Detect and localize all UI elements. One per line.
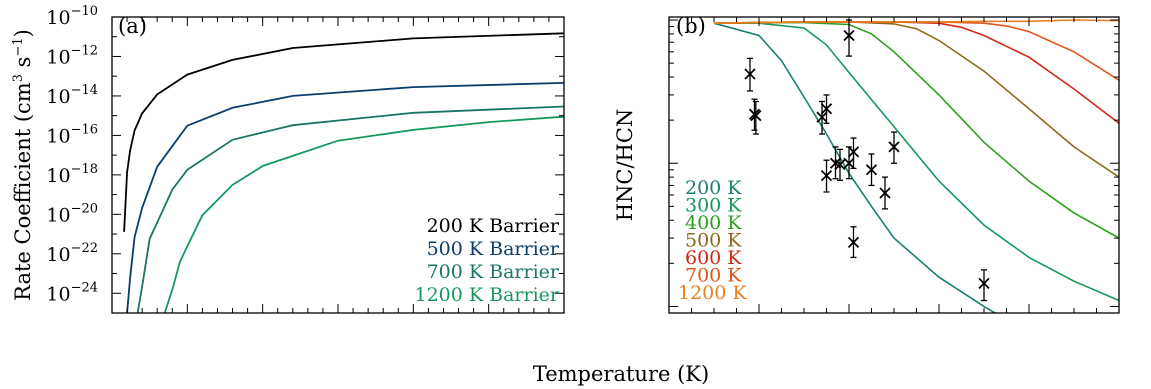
marker-cross-b bbox=[847, 146, 860, 158]
observation-point bbox=[888, 131, 900, 164]
observation-point bbox=[847, 137, 860, 170]
legend-entry-b-300k: 300 K bbox=[685, 195, 742, 217]
marker-cross-b bbox=[820, 103, 833, 115]
y-tick-label-a: 10−22 bbox=[46, 241, 98, 266]
marker-cross-b bbox=[843, 29, 855, 42]
observation-point bbox=[843, 19, 855, 57]
marker-cross-b bbox=[888, 141, 900, 153]
observation-point bbox=[820, 94, 833, 124]
y-tick-exponent: −14 bbox=[71, 83, 98, 98]
legend-entry-b-400k: 400 K bbox=[685, 212, 742, 234]
marker-cross-b bbox=[843, 157, 855, 169]
observation-point bbox=[834, 148, 846, 181]
legend-entry-b-600k: 600 K bbox=[685, 247, 742, 269]
legend-entry-b-1200k: 1200 K bbox=[678, 282, 747, 304]
y-tick-base: 10 bbox=[46, 244, 70, 266]
y-tick-base: 10 bbox=[46, 204, 70, 226]
y-tick-label-a: 10−12 bbox=[46, 43, 98, 68]
marker-cross-b bbox=[816, 111, 828, 123]
y-tick-exponent: −22 bbox=[71, 241, 98, 256]
panel-b-ylabel: HNC/HCN bbox=[613, 109, 637, 222]
marker-cross-b bbox=[865, 164, 878, 176]
marker-cross-b bbox=[750, 109, 762, 122]
series-line-b-700k bbox=[713, 21, 1119, 81]
panel-a-ylabel: Rate Coefficient (cm3 s−1) bbox=[11, 29, 35, 301]
shared-x-axis-label: Temperature (K) bbox=[533, 362, 709, 386]
y-tick-exponent: −18 bbox=[71, 162, 98, 177]
legend-entry-a-500k: 500 K Barrier bbox=[427, 238, 560, 260]
legend-entry-a-200k: 200 K Barrier bbox=[427, 215, 560, 237]
panel-a: 10−1010−1210−1410−1610−1810−2010−2210−24… bbox=[11, 4, 565, 314]
y-tick-label-a: 10−10 bbox=[46, 4, 98, 29]
panel-b-series bbox=[713, 19, 1119, 313]
observation-point bbox=[865, 153, 878, 187]
y-tick-label-a: 10−18 bbox=[46, 162, 98, 187]
series-line-a-1200k bbox=[163, 115, 564, 313]
observation-point bbox=[750, 100, 762, 135]
y-tick-label-a: 10−20 bbox=[46, 201, 98, 226]
marker-cross-b bbox=[847, 236, 860, 249]
marker-cross-b bbox=[820, 169, 833, 182]
panel-b-ticks bbox=[668, 17, 1120, 313]
series-line-a-500k bbox=[126, 82, 564, 313]
legend-entry-a-1200k: 1200 K Barrier bbox=[415, 284, 560, 306]
marker-cross-b bbox=[879, 187, 891, 199]
observation-point bbox=[978, 269, 990, 302]
marker-cross-b bbox=[834, 158, 846, 171]
y-tick-exponent: −12 bbox=[71, 43, 98, 58]
panel-b-observations bbox=[744, 19, 990, 302]
observation-point bbox=[816, 100, 828, 135]
series-line-a-200k bbox=[123, 32, 564, 232]
panel-b-label: (b) bbox=[676, 14, 706, 38]
y-tick-label-a: 10−24 bbox=[46, 280, 98, 305]
y-tick-base: 10 bbox=[46, 7, 70, 29]
y-tick-base: 10 bbox=[46, 125, 70, 147]
y-tick-label-a: 10−16 bbox=[46, 122, 98, 147]
series-line-b-400k bbox=[713, 21, 1119, 239]
y-tick-label-a: 10−14 bbox=[46, 83, 98, 108]
panel-a-series bbox=[123, 32, 564, 313]
y-tick-exponent: −24 bbox=[71, 280, 98, 295]
legend-entry-b-500k: 500 K bbox=[685, 230, 742, 252]
series-line-b-300k bbox=[714, 22, 1119, 302]
legend-entry-a-700k: 700 K Barrier bbox=[427, 261, 560, 283]
observation-point bbox=[744, 57, 756, 92]
marker-cross-b bbox=[829, 157, 842, 169]
y-tick-exponent: −16 bbox=[71, 122, 98, 137]
observation-point bbox=[879, 176, 891, 210]
legend-entry-b-200k: 200 K bbox=[685, 177, 742, 199]
marker-cross-b bbox=[744, 68, 756, 80]
y-tick-base: 10 bbox=[46, 46, 70, 68]
panel-a-label: (a) bbox=[118, 14, 147, 38]
legend-entry-b-700k: 700 K bbox=[685, 265, 742, 287]
series-line-a-700k bbox=[136, 105, 564, 313]
y-tick-base: 10 bbox=[46, 283, 70, 305]
observation-point bbox=[847, 226, 860, 259]
observation-point bbox=[820, 159, 833, 193]
y-tick-base: 10 bbox=[46, 86, 70, 108]
marker-cross-b bbox=[978, 277, 990, 289]
y-tick-base: 10 bbox=[46, 165, 70, 187]
y-tick-exponent: −20 bbox=[71, 201, 98, 216]
y-tick-exponent: −10 bbox=[71, 4, 98, 19]
